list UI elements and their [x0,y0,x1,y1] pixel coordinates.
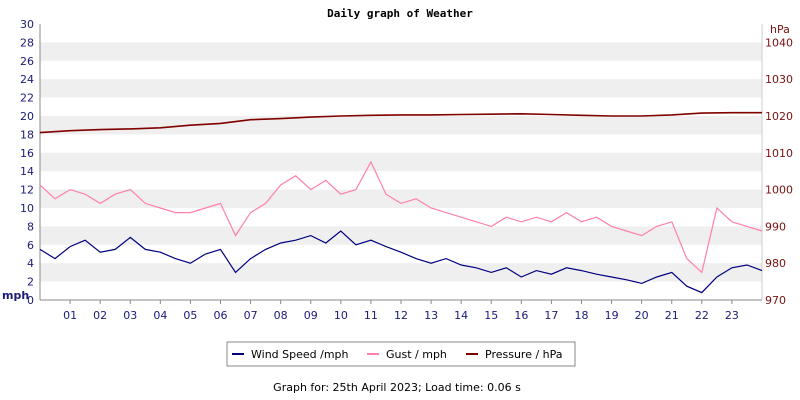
x-axis-tick: 02 [93,309,107,322]
left-axis-tick: 30 [20,18,34,31]
x-axis-tick: 21 [665,309,679,322]
x-axis-tick: 08 [274,309,288,322]
x-axis-tick: 14 [454,309,468,322]
legend-box [226,341,576,367]
x-axis-tick: 16 [514,309,528,322]
left-axis-tick: 18 [20,128,34,141]
left-axis-tick: 24 [20,73,34,86]
legend: Wind Speed /mph Gust / mph Pressure / hP… [226,341,576,367]
right-axis-unit: hPa [770,23,790,36]
left-axis-tick: 8 [27,220,34,233]
x-axis-tick: 23 [725,309,739,322]
grid-bands [40,42,762,282]
left-axis-unit: mph [2,289,29,302]
left-axis-tick: 4 [27,257,34,270]
legend-label-wind-speed: Wind Speed /mph [251,348,349,361]
x-axis-tick: 05 [183,309,197,322]
grid-band [40,226,762,245]
x-axis-tick: 04 [153,309,167,322]
x-axis-tick: 22 [695,309,709,322]
grid-band [40,189,762,208]
series-line-wind-speed [39,230,763,294]
legend-label-pressure: Pressure / hPa [485,348,563,361]
grid-band [40,42,762,61]
series-line-gust [39,160,763,274]
x-axis-tick: 13 [424,309,438,322]
left-axis-tick: 16 [20,147,34,160]
left-axis-tick: 2 [27,276,34,289]
x-axis-tick: 15 [484,309,498,322]
grid-band [40,263,762,282]
right-axis-tick: 990 [765,220,786,233]
chart-title: Daily graph of Weather [327,7,473,20]
grid-band [40,152,762,172]
left-axis-tick: 12 [20,184,34,197]
left-axis-tick: 22 [20,92,34,105]
left-axis-tick: 0 [27,294,34,307]
x-axis-tick: 20 [635,309,649,322]
left-axis-tick: 10 [20,202,34,215]
right-axis-tick: 1000 [765,184,793,197]
x-axis-tick: 10 [334,309,348,322]
right-axis-tick: 980 [765,257,786,270]
right-axis-tick: 1020 [765,110,793,123]
left-axis-tick: 14 [20,165,34,178]
left-axis-tick: 20 [20,110,34,123]
grid-band [40,116,762,135]
x-axis-tick: 01 [63,309,77,322]
footer-text: Graph for: 25th April 2023; Load time: 0… [273,381,521,394]
left-axis-tick: 28 [20,36,34,49]
x-axis-tick: 11 [364,309,378,322]
x-axis-tick: 06 [214,309,228,322]
right-axis-tick: 1040 [765,36,793,49]
x-axis-tick: 17 [544,309,558,322]
series-layer [39,111,763,294]
right-axis-tick: 1030 [765,73,793,86]
legend-label-gust: Gust / mph [386,348,447,361]
left-axis-tick: 26 [20,55,34,68]
right-axis-tick: 1010 [765,147,793,160]
x-axis-tick: 19 [605,309,619,322]
x-axis-tick: 09 [304,309,318,322]
series-line-pressure [39,111,762,134]
left-axis-tick: 6 [27,239,34,252]
x-axis-tick: 07 [244,309,258,322]
x-axis-tick: 18 [575,309,589,322]
right-axis-tick: 970 [765,294,786,307]
right-axis-ticks: 970 980 990 1000 1010 1020 1030 1040 [765,36,793,307]
x-axis-ticks: 01 02 03 04 05 06 07 08 09 10 11 12 13 14 15 16 17 18 19 20… [63,300,739,322]
x-axis-tick: 12 [394,309,408,322]
grid-band [40,79,762,98]
x-axis-tick: 03 [123,309,137,322]
